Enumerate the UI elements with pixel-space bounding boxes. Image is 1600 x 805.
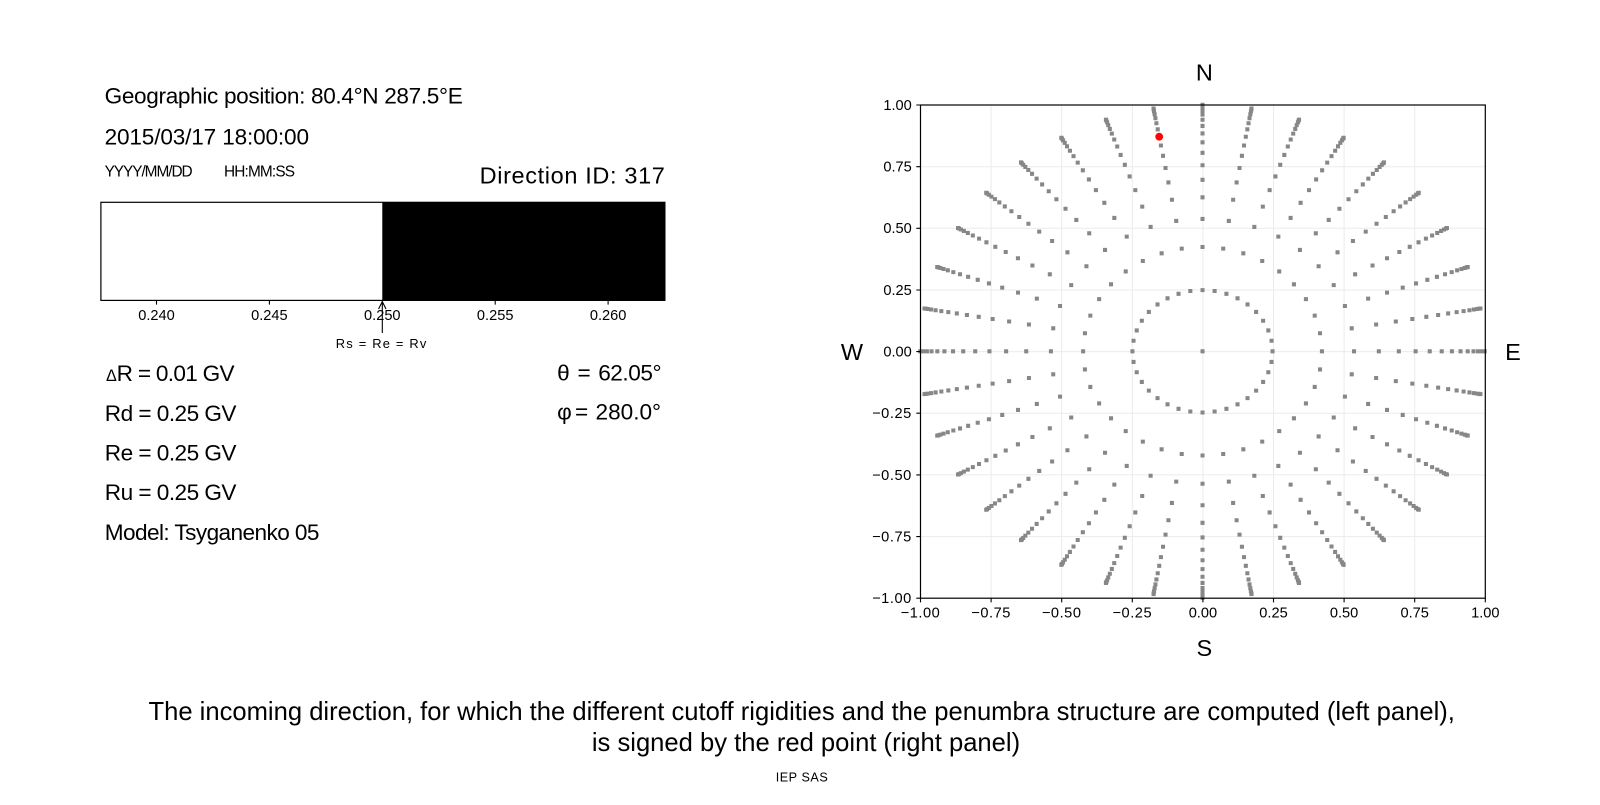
svg-text:HH:MM:SS: HH:MM:SS bbox=[224, 164, 295, 181]
svg-text:0.00: 0.00 bbox=[883, 345, 911, 361]
svg-text:Rs = Re = Rv: Rs = Re = Rv bbox=[336, 336, 428, 351]
svg-text:0.50: 0.50 bbox=[1330, 606, 1358, 622]
svg-text:S: S bbox=[1196, 635, 1212, 661]
svg-text:−0.50: −0.50 bbox=[872, 468, 912, 484]
svg-text:0.260: 0.260 bbox=[590, 308, 627, 324]
svg-text:Geographic position: 80.4°N 28: Geographic position: 80.4°N 287.5°E bbox=[105, 83, 463, 108]
svg-text:ΔR = 0.01 GV: ΔR = 0.01 GV bbox=[106, 361, 235, 386]
svg-text:0.245: 0.245 bbox=[251, 308, 288, 324]
svg-text:Direction ID: 317: Direction ID: 317 bbox=[480, 163, 666, 189]
svg-text:−0.75: −0.75 bbox=[971, 606, 1011, 622]
svg-text:−0.25: −0.25 bbox=[1112, 606, 1152, 622]
svg-text:The incoming direction, for wh: The incoming direction, for which the di… bbox=[148, 698, 1454, 726]
svg-text:0.25: 0.25 bbox=[883, 283, 911, 299]
svg-text:−1.00: −1.00 bbox=[872, 591, 912, 607]
svg-text:YYYY/MM/DD: YYYY/MM/DD bbox=[105, 164, 193, 181]
svg-text:E: E bbox=[1505, 339, 1521, 365]
svg-text:1.00: 1.00 bbox=[1471, 606, 1499, 622]
svg-text:0.00: 0.00 bbox=[1189, 606, 1217, 622]
svg-text:Rd = 0.25 GV: Rd = 0.25 GV bbox=[105, 401, 237, 426]
svg-text:0.255: 0.255 bbox=[477, 308, 514, 324]
svg-text:−1.00: −1.00 bbox=[901, 606, 941, 622]
svg-text:−0.50: −0.50 bbox=[1042, 606, 1082, 622]
svg-text:0.50: 0.50 bbox=[883, 221, 911, 237]
svg-text:2015/03/17 18:00:00: 2015/03/17 18:00:00 bbox=[105, 125, 309, 150]
svg-text:W: W bbox=[841, 339, 864, 365]
svg-text:0.25: 0.25 bbox=[1259, 606, 1287, 622]
svg-text:0.75: 0.75 bbox=[1400, 606, 1428, 622]
svg-text:−0.25: −0.25 bbox=[872, 406, 912, 422]
svg-text:1.00: 1.00 bbox=[883, 98, 911, 114]
svg-text:is signed by the red point (ri: is signed by the red point (right panel) bbox=[592, 729, 1020, 757]
svg-text:Re = 0.25 GV: Re = 0.25 GV bbox=[105, 441, 237, 466]
svg-text:0.75: 0.75 bbox=[883, 160, 911, 176]
svg-text:0.240: 0.240 bbox=[138, 308, 175, 324]
svg-text:N: N bbox=[1196, 59, 1213, 85]
svg-text:Model: Tsyganenko 05: Model: Tsyganenko 05 bbox=[105, 520, 319, 545]
svg-text:φ=280.0°: φ = 280.0° bbox=[557, 400, 661, 425]
svg-text:−0.75: −0.75 bbox=[872, 530, 912, 546]
svg-text:IEP SAS: IEP SAS bbox=[776, 771, 829, 785]
svg-text:Ru = 0.25 GV: Ru = 0.25 GV bbox=[105, 480, 237, 505]
